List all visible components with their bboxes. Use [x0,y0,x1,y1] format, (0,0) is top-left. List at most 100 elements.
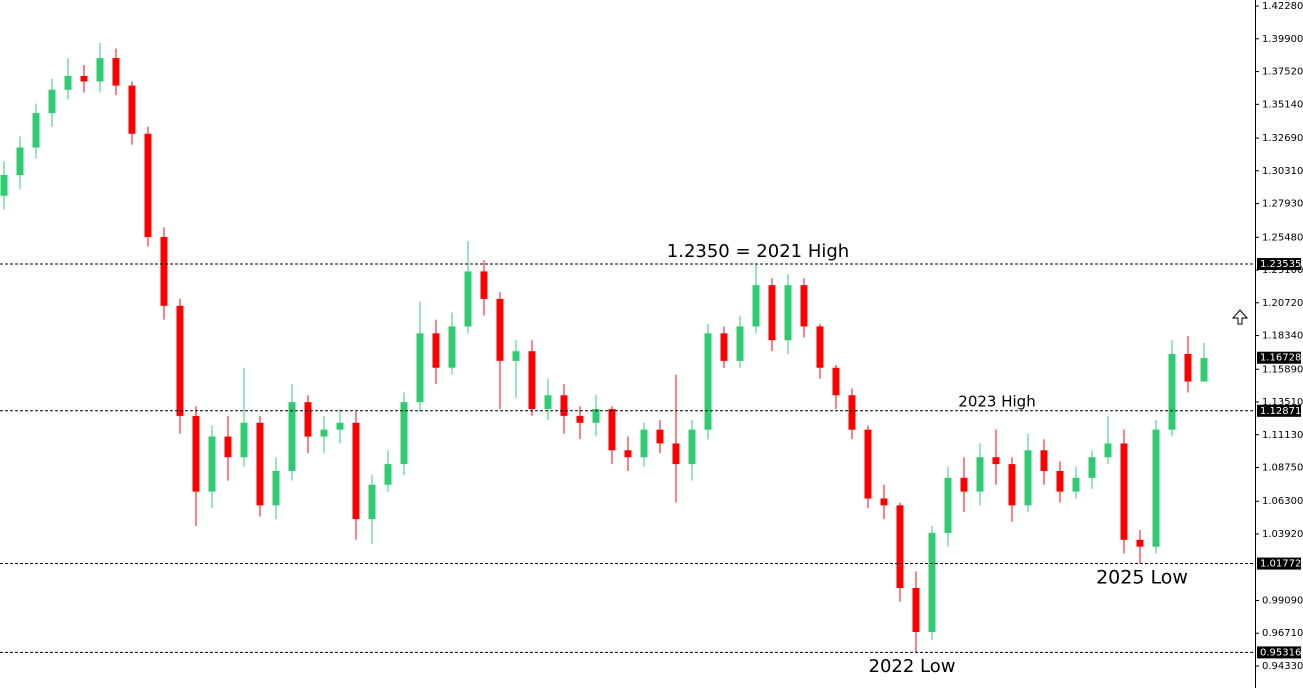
candle-body [576,415,584,423]
candle-body [1040,450,1048,471]
candle-body [944,477,952,533]
candle-body [720,333,728,361]
candle-body [1168,353,1176,430]
candle-body [912,587,920,632]
candle-body [144,133,152,237]
candle-body [832,367,840,396]
candle-body [288,402,296,471]
candle-body [128,85,136,134]
level-label: 0.95316 [1260,647,1301,658]
candle-body [560,395,568,416]
y-tick-label: 1.35140 [1262,99,1303,110]
y-tick-label: 1.23100 [1262,265,1303,276]
candle-body [752,285,760,327]
candle-body [848,395,856,430]
candle-body [112,58,120,86]
candle-body [448,326,456,368]
candle-body [816,326,824,368]
candle-body [512,351,520,361]
candle-body [592,409,600,423]
candle-body [336,422,344,430]
level-label: 1.12871 [1260,406,1301,417]
candle-body [0,175,8,196]
candle-body [528,351,536,410]
candle-body [96,58,104,82]
level-label: 1.23535 [1260,259,1301,270]
candle-body [416,333,424,403]
candle-body [16,147,24,176]
level-label: 1.01772 [1260,559,1301,570]
scroll-icon[interactable] [1231,309,1249,325]
candle-body [960,477,968,492]
candle-body [320,429,328,437]
candle-body [1200,358,1208,382]
candle-body [464,271,472,327]
y-tick-label: 1.13510 [1262,397,1303,408]
candle-body [1152,429,1160,547]
candle-body [32,113,40,148]
candle-body [48,89,56,114]
level-box [1257,351,1301,364]
candle-body [976,457,984,492]
candle-body [176,305,184,416]
annotation: 1.2350 = 2021 High [667,241,849,262]
candle-body [384,464,392,485]
candle-body [368,484,376,520]
y-tick-label: 1.42280 [1262,1,1303,12]
candle-body [640,429,648,458]
annotation: 2025 Low [1096,567,1188,589]
candle-body [1072,477,1080,492]
candle-body [1136,539,1144,547]
candle-body [736,326,744,361]
candle-body [256,422,264,506]
y-tick-label: 1.03920 [1262,529,1303,540]
candle-body [544,395,552,410]
candle-body [160,236,168,306]
candle-body [64,75,72,90]
candle-body [480,271,488,299]
y-tick-label: 1.27930 [1262,199,1303,210]
candle-body [656,429,664,444]
y-tick-label: 1.11130 [1262,430,1303,441]
candle-body [208,436,216,492]
y-tick-label: 1.18340 [1262,331,1303,342]
candle-body [80,75,88,82]
annotation: 2023 High [958,393,1035,411]
y-tick-label: 1.39900 [1262,34,1303,45]
candle-body [928,532,936,632]
candle-body [896,505,904,588]
candle-body [1088,457,1096,478]
candle-body [880,498,888,506]
candle-body [608,409,616,451]
candle-body [192,415,200,492]
candle-body [864,429,872,499]
y-tick-label: 1.08750 [1262,463,1303,474]
y-tick-label: 1.37520 [1262,67,1303,78]
level-box [1257,404,1301,417]
y-tick-label: 1.06300 [1262,496,1303,507]
candle-body [496,298,504,361]
y-tick-label: 1.20720 [1262,298,1303,309]
y-tick-label: 0.99090 [1262,595,1303,606]
candle-body [624,450,632,458]
candle-body [672,443,680,465]
y-tick-label: 1.30310 [1262,166,1303,177]
candle-body [688,429,696,465]
candle-body [784,285,792,341]
candle-body [352,422,360,520]
candle-body [304,402,312,437]
level-box [1257,646,1301,659]
candle-body [432,333,440,368]
level-box [1257,258,1301,271]
y-tick-label: 1.15890 [1262,364,1303,375]
candle-body [1008,464,1016,506]
candle-body [400,402,408,465]
candle-body [1184,353,1192,382]
candle-body [992,457,1000,465]
level-box [1257,557,1301,570]
y-tick-label: 0.94330 [1262,661,1303,672]
candle-body [768,285,776,341]
candle-body [800,285,808,327]
level-label: 1.16728 [1260,353,1301,364]
